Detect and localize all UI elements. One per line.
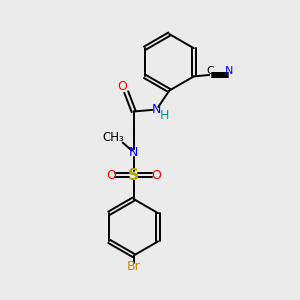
Text: O: O xyxy=(152,169,161,182)
Text: N: N xyxy=(225,66,234,76)
Text: Br: Br xyxy=(127,260,140,273)
Text: O: O xyxy=(106,169,116,182)
Text: N: N xyxy=(129,146,138,160)
Text: S: S xyxy=(128,168,139,183)
Text: H: H xyxy=(160,109,169,122)
Text: N: N xyxy=(151,103,160,116)
Text: C: C xyxy=(206,66,214,76)
Text: CH₃: CH₃ xyxy=(102,131,124,144)
Text: O: O xyxy=(118,80,128,93)
